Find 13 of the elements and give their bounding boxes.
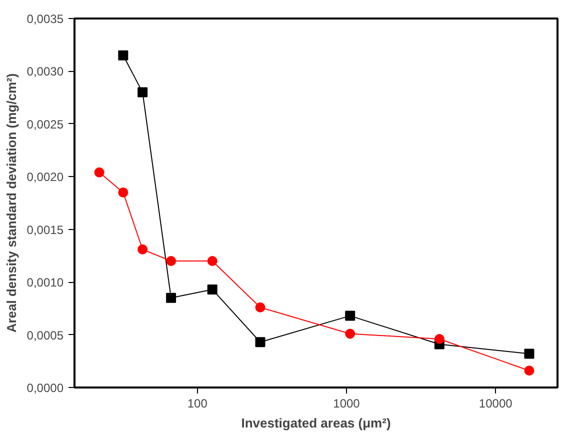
y-tick-label: 0,0035: [26, 12, 64, 26]
x-tick-label: 100: [187, 396, 208, 410]
x-tick-label: 1000: [333, 396, 360, 410]
y-tick-label: 0,0025: [26, 117, 64, 132]
y-tick-label: 0,0010: [26, 276, 64, 290]
y-tick-label: 0,0030: [26, 64, 64, 79]
y-tick-label: 0,0000: [26, 381, 64, 395]
y-tick-label: 0,0015: [26, 222, 64, 237]
x-tick-label: 10000: [478, 396, 513, 410]
x-axis-title: Investigated areas (μm²): [241, 416, 391, 430]
y-tick-label: 0,0020: [26, 170, 64, 184]
y-tick-label: 0,0005: [26, 328, 64, 342]
y-axis-title: Areal density standard deviation (mg/cm²): [4, 73, 19, 333]
